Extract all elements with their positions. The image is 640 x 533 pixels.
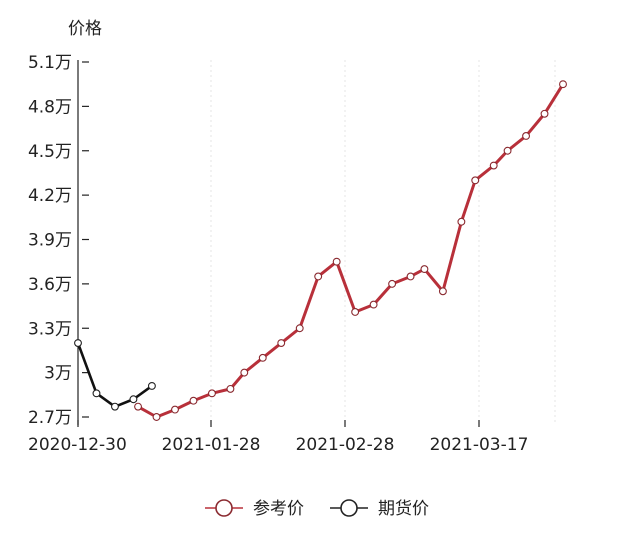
data-point[interactable] <box>314 272 323 281</box>
y-tick-label: 3.3万 <box>28 319 72 339</box>
data-point[interactable] <box>540 109 549 118</box>
data-point[interactable] <box>503 146 512 155</box>
y-tick-label: 2.7万 <box>28 408 72 428</box>
legend-item-1[interactable]: 期货价 <box>330 499 429 519</box>
x-tick-label: 2021-02-28 <box>296 435 395 455</box>
x-tick-label: 2021-01-28 <box>162 435 261 455</box>
x-tick-label: 2020-12-30 <box>28 435 127 455</box>
data-point[interactable] <box>438 287 447 296</box>
y-tick-label: 4.5万 <box>28 142 72 162</box>
legend-swatch-marker <box>340 499 358 517</box>
grid <box>210 60 556 425</box>
legend-swatch-marker <box>215 499 233 517</box>
y-tick-label: 4.8万 <box>28 97 72 117</box>
data-point[interactable] <box>226 384 235 393</box>
data-point[interactable] <box>388 279 397 288</box>
data-point[interactable] <box>489 161 498 170</box>
data-point[interactable] <box>420 265 429 274</box>
data-point[interactable] <box>351 308 360 316</box>
data-point[interactable] <box>92 389 101 398</box>
y-tick-label: 3.9万 <box>28 231 72 251</box>
data-point[interactable] <box>152 413 161 421</box>
series-line-0 <box>137 83 565 419</box>
data-point[interactable] <box>295 324 304 333</box>
data-point[interactable] <box>471 176 480 185</box>
x-ticks: 2020-12-30 2021-01-28 2021-02-28 2021-03-17 <box>28 420 528 455</box>
legend-label: 期货价 <box>378 499 429 519</box>
data-point[interactable] <box>111 402 119 411</box>
data-point[interactable] <box>129 395 138 404</box>
legend[interactable]: 参考价 期货价 <box>205 499 429 519</box>
data-point[interactable] <box>369 300 378 309</box>
legend-label: 参考价 <box>253 499 304 519</box>
data-point[interactable] <box>277 339 286 347</box>
y-tick-label: 4.2万 <box>28 186 72 206</box>
y-tick-label: 3万 <box>44 364 72 384</box>
data-point[interactable] <box>134 402 142 411</box>
axes: 价格 <box>68 19 102 425</box>
data-point[interactable] <box>147 381 156 390</box>
data-point[interactable] <box>240 368 249 377</box>
data-point[interactable] <box>457 217 466 226</box>
data-point[interactable] <box>208 389 216 398</box>
data-point[interactable] <box>406 272 415 281</box>
y-tick-label: 3.6万 <box>28 275 72 295</box>
series <box>74 80 567 421</box>
x-tick-label: 2021-03-17 <box>430 435 529 455</box>
data-point[interactable] <box>522 132 530 140</box>
series-1 <box>74 339 156 411</box>
series-0 <box>134 80 567 421</box>
data-point[interactable] <box>559 80 567 89</box>
y-ticks: 2.7万 3万 3.3万 3.6万 3.9万 4.2万 4.5万 4.8万 5.1万 <box>28 53 89 428</box>
data-point[interactable] <box>171 405 179 414</box>
data-point[interactable] <box>189 396 198 405</box>
y-axis-title: 价格 <box>68 19 102 39</box>
y-tick-label: 5.1万 <box>28 53 72 73</box>
data-point[interactable] <box>332 257 341 266</box>
data-point[interactable] <box>74 339 82 347</box>
series-line-1 <box>76 342 153 408</box>
data-point[interactable] <box>258 353 267 362</box>
legend-item-0[interactable]: 参考价 <box>205 499 304 519</box>
